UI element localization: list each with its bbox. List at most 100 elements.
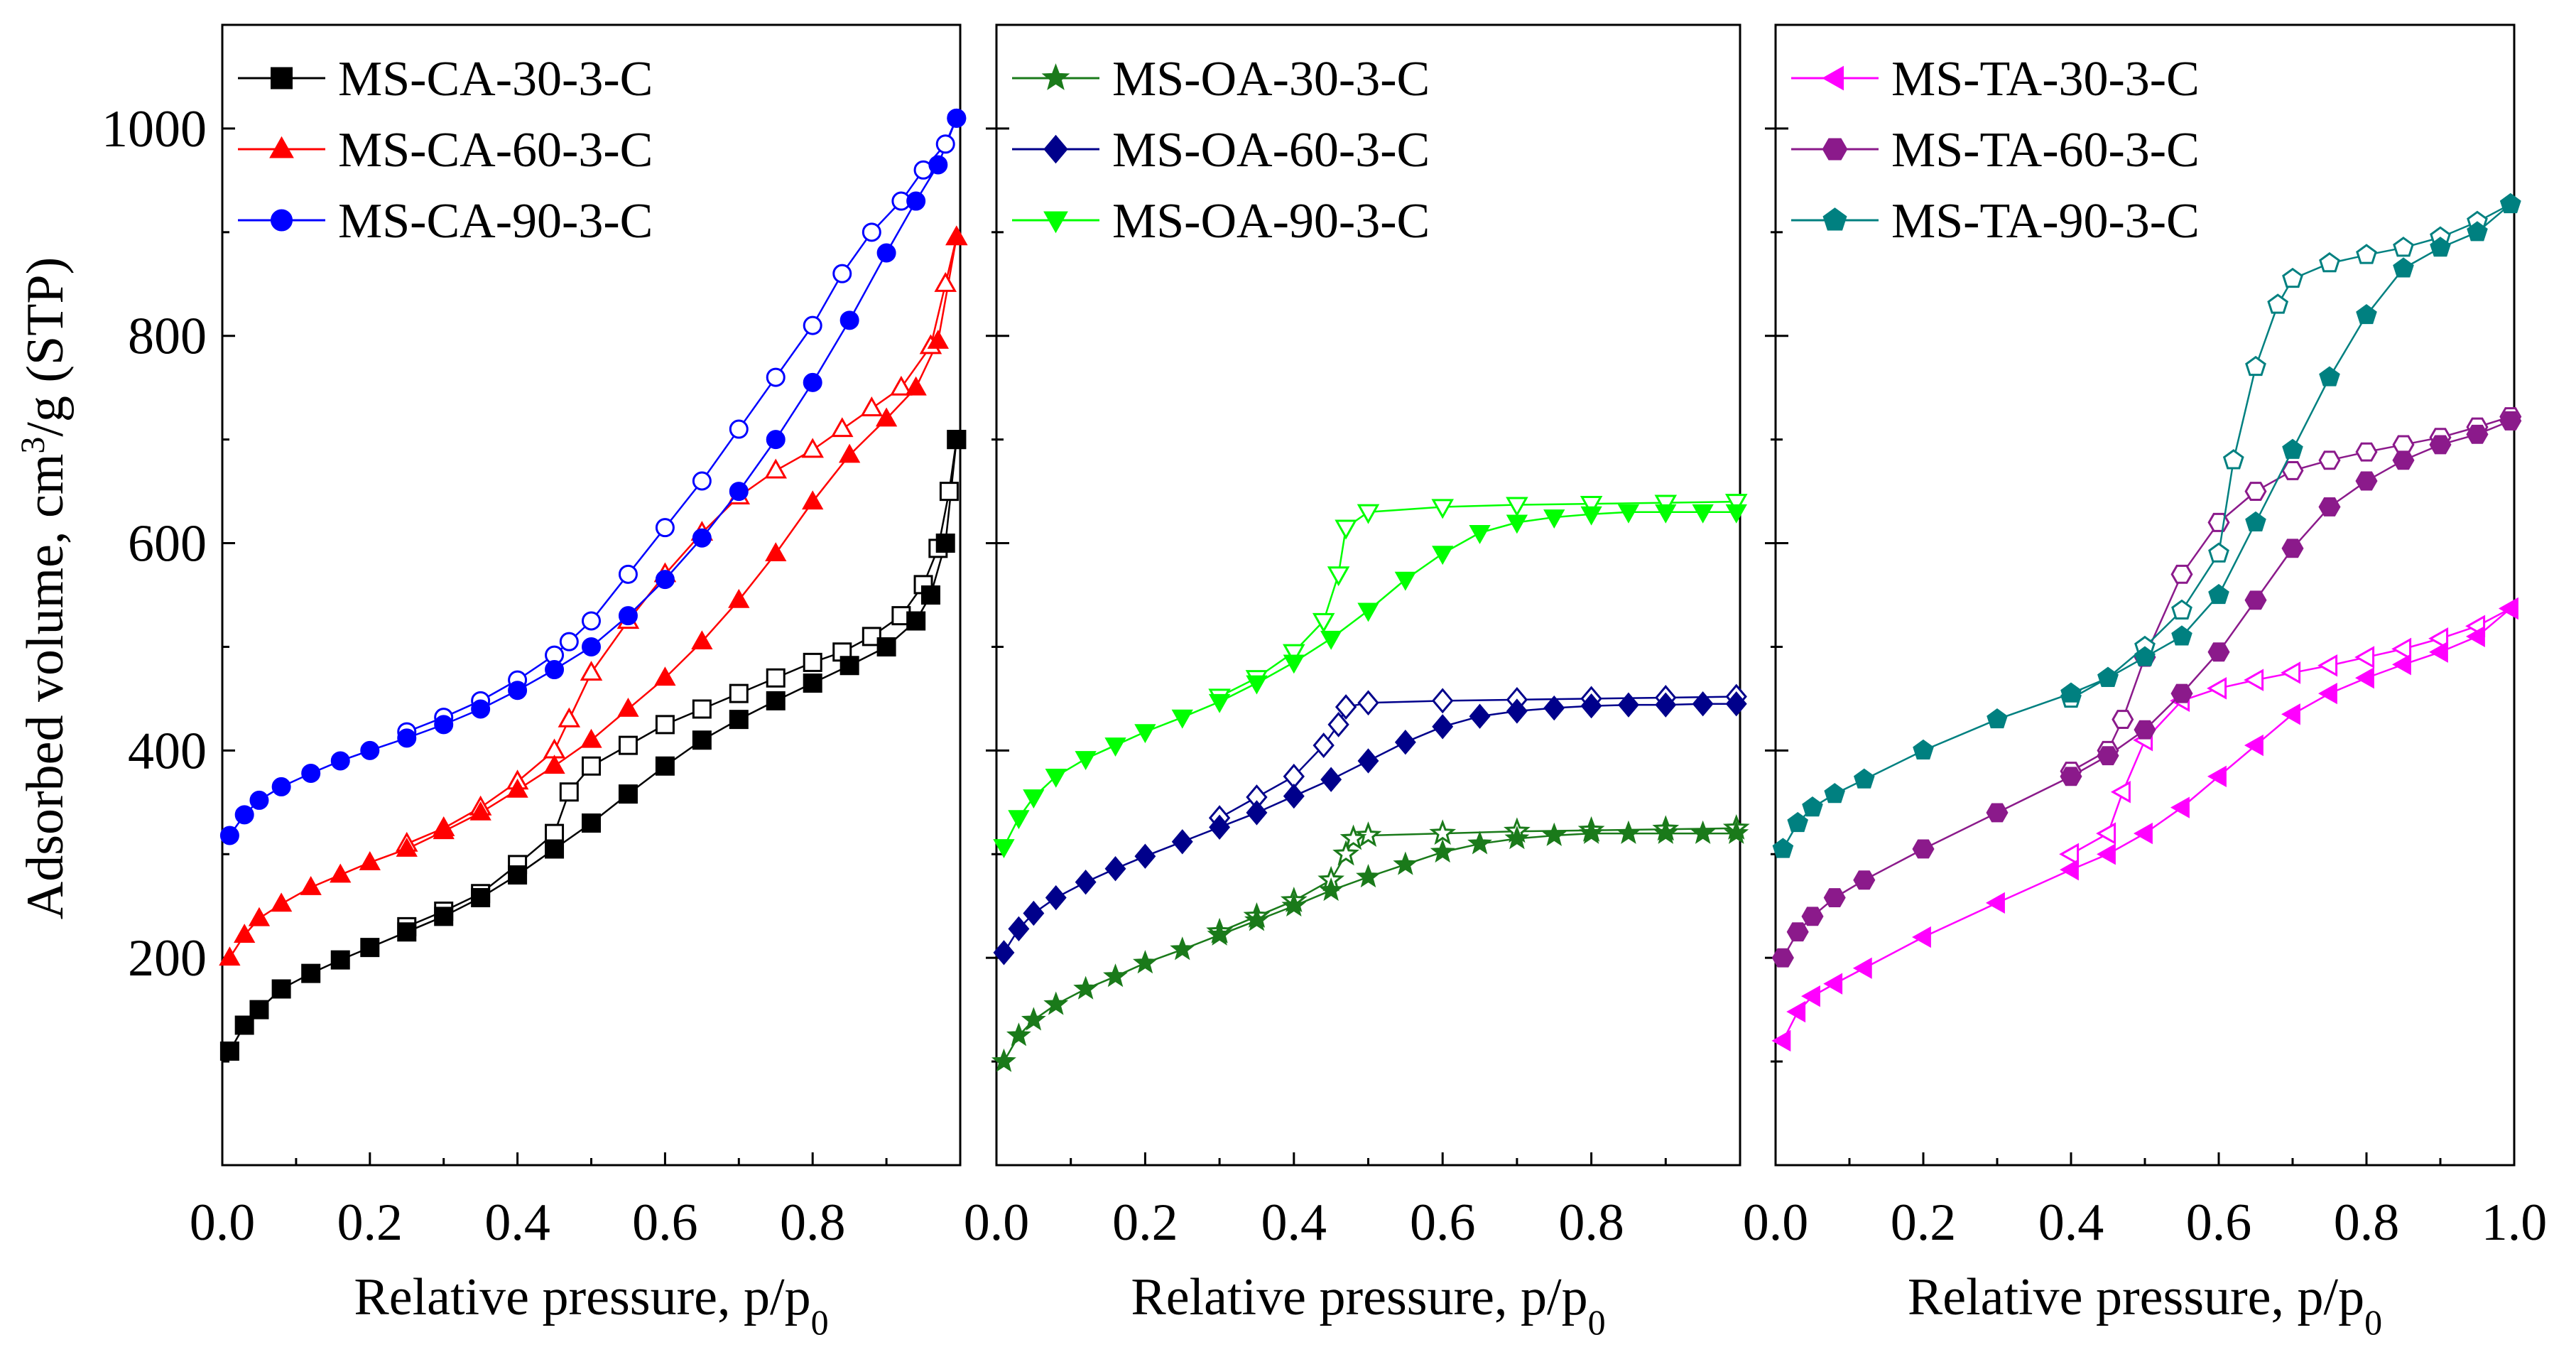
desorption-point bbox=[729, 683, 749, 703]
legend-marker bbox=[1041, 63, 1070, 90]
adsorption-point bbox=[1692, 691, 1714, 717]
desorption-point bbox=[830, 417, 854, 438]
desorption-point bbox=[2096, 822, 2116, 845]
adsorption-point bbox=[2499, 597, 2518, 620]
adsorption-point bbox=[1655, 504, 1677, 524]
legend-entry: MS-OA-90-3-C bbox=[1012, 194, 1430, 249]
adsorption-point bbox=[1787, 811, 1809, 833]
adsorption-point bbox=[234, 924, 256, 943]
adsorption-point bbox=[1171, 829, 1193, 855]
desorption-point bbox=[2428, 627, 2449, 650]
legend-entry: MS-CA-60-3-C bbox=[238, 123, 653, 178]
adsorption-point bbox=[993, 940, 1015, 966]
adsorption-point bbox=[330, 751, 350, 771]
adsorption-point bbox=[2170, 683, 2193, 703]
desorption-point bbox=[2207, 677, 2227, 700]
adsorption-point bbox=[219, 1042, 239, 1061]
legend-label: MS-TA-90-3-C bbox=[1891, 194, 2200, 249]
x-tick-label: 0.6 bbox=[2186, 1194, 2252, 1252]
desorption-point bbox=[2282, 267, 2303, 288]
adsorption-point bbox=[1772, 838, 1794, 858]
adsorption-point bbox=[1281, 892, 1307, 917]
desorption-point bbox=[1312, 612, 1335, 633]
chart-panel-middle: 0.0 0.2 0.4 0.6 0.8 Relative pressure, p/p0 MS… bbox=[964, 23, 1750, 1342]
x-tick-label: 0.6 bbox=[1410, 1194, 1476, 1252]
x-axis-ticks: 0.0 0.2 0.4 0.6 0.8 1.0 bbox=[1743, 1152, 2547, 1252]
adsorption-point bbox=[2134, 822, 2153, 845]
desorption-point bbox=[558, 707, 581, 728]
desorption-point bbox=[1332, 840, 1359, 866]
adsorption-point bbox=[2060, 859, 2079, 881]
adsorption-point bbox=[1653, 820, 1678, 844]
x-tick-label: 0.8 bbox=[780, 1194, 846, 1252]
adsorption-point bbox=[545, 660, 565, 680]
adsorption-point bbox=[906, 611, 926, 631]
adsorption-point bbox=[2281, 539, 2304, 558]
adsorption-point bbox=[1823, 888, 1846, 908]
adsorption-point bbox=[2499, 411, 2522, 431]
desorption-point bbox=[2245, 355, 2266, 377]
adsorption-line bbox=[229, 237, 958, 958]
legend-label: MS-CA-60-3-C bbox=[338, 123, 653, 178]
adsorption-point bbox=[691, 630, 713, 650]
y-axis-title: Adsorbed volume, cm3/g (STP) bbox=[14, 257, 75, 919]
adsorption-point bbox=[434, 907, 454, 926]
series-MS-OA-30-3-C bbox=[991, 813, 1750, 1072]
adsorption-point bbox=[1008, 916, 1030, 942]
adsorption-point bbox=[219, 826, 239, 845]
desorption-point bbox=[803, 315, 822, 335]
desorption-point bbox=[581, 611, 602, 631]
desorption-point bbox=[729, 419, 749, 439]
adsorption-point bbox=[1134, 843, 1156, 869]
legend-entry: MS-TA-30-3-C bbox=[1791, 52, 2200, 107]
adsorption-point bbox=[1987, 708, 2008, 729]
desorption-point bbox=[2355, 442, 2378, 462]
adsorption-point bbox=[1655, 692, 1677, 718]
adsorption-point bbox=[471, 888, 491, 908]
adsorption-point bbox=[1692, 504, 1714, 524]
adsorption-point bbox=[1506, 514, 1528, 534]
adsorption-point bbox=[2208, 583, 2229, 605]
adsorption-point bbox=[1853, 870, 1876, 890]
desorption-point bbox=[935, 134, 955, 154]
adsorption-point bbox=[1771, 1029, 1791, 1052]
adsorption-point bbox=[1725, 504, 1747, 524]
legend-label: MS-OA-60-3-C bbox=[1112, 123, 1430, 178]
adsorption-point bbox=[248, 907, 271, 926]
desorption-point bbox=[2208, 542, 2229, 563]
adsorption-point bbox=[1075, 869, 1097, 895]
adsorption-point bbox=[1801, 985, 1820, 1007]
adsorption-point bbox=[1171, 709, 1193, 729]
adsorption-point bbox=[234, 1015, 254, 1035]
adsorption-point bbox=[1356, 864, 1381, 888]
x-tick-label: 0.8 bbox=[2334, 1194, 2400, 1252]
adsorption-point bbox=[271, 777, 291, 796]
y-tick-label: 200 bbox=[128, 929, 207, 988]
panels-layer: 0.0 0.2 0.4 0.6 0.8 200 400 600 800 1000 Relative … bbox=[102, 23, 2547, 1342]
adsorption-line bbox=[1003, 511, 1737, 848]
series-MS-TA-30-3-C bbox=[1771, 597, 2518, 1052]
adsorption-point bbox=[2429, 641, 2448, 663]
adsorption-point bbox=[1209, 814, 1231, 840]
desorption-point bbox=[2393, 237, 2414, 257]
adsorption-point bbox=[1103, 963, 1128, 988]
adsorption-point bbox=[2207, 765, 2227, 787]
adsorption-point bbox=[1134, 724, 1156, 744]
adsorption-point bbox=[1852, 957, 1872, 979]
legend-marker bbox=[1043, 134, 1068, 164]
adsorption-point bbox=[2318, 682, 2337, 705]
adsorption-point bbox=[906, 191, 926, 211]
adsorption-point bbox=[2134, 720, 2156, 740]
adsorption-point bbox=[434, 715, 454, 735]
adsorption-point bbox=[1075, 751, 1097, 771]
desorption-point bbox=[2110, 780, 2131, 804]
desorption-point bbox=[1339, 824, 1367, 850]
adsorption-point bbox=[655, 570, 675, 590]
adsorption-point bbox=[839, 310, 859, 330]
adsorption-point bbox=[765, 542, 787, 562]
adsorption-point bbox=[839, 656, 859, 676]
desorption-point bbox=[1724, 494, 1748, 514]
adsorption-point bbox=[1469, 703, 1491, 729]
desorption-point bbox=[2391, 637, 2412, 661]
